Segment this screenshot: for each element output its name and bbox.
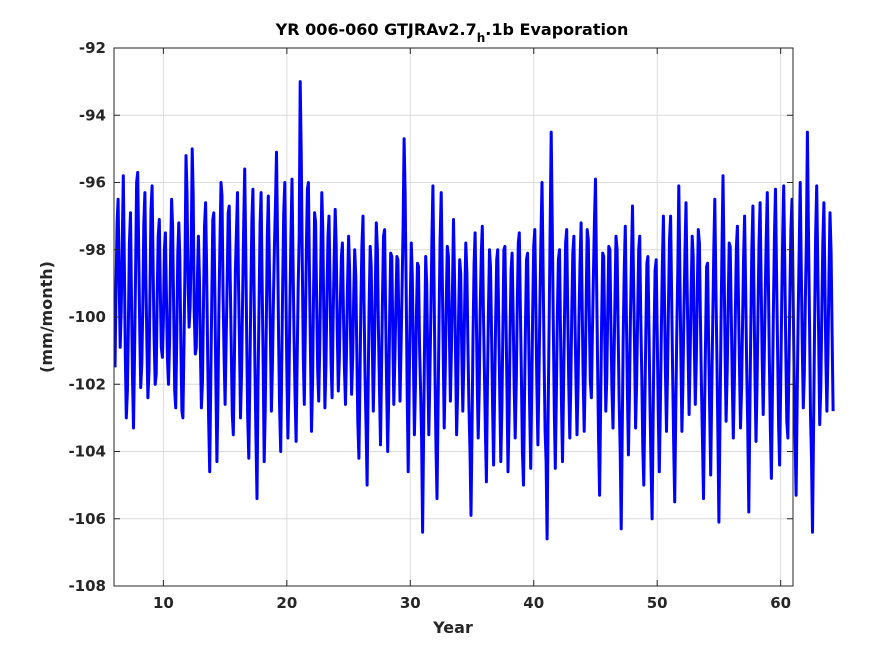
x-tick-label: 20 [276,594,297,612]
x-axis-label: Year [432,618,473,637]
y-tick-label: -96 [79,174,106,192]
y-tick-label: -92 [79,39,106,57]
y-tick-label: -100 [68,308,106,326]
data-line-layer [113,80,835,541]
chart-title: YR 006-060 GTJRAv2.7h.1b Evaporation [275,20,629,45]
y-tick-label: -108 [68,577,106,595]
y-axis-label: (mm/month) [37,261,56,373]
x-tick-label: 30 [400,594,421,612]
x-tick-label: 60 [770,594,791,612]
y-tick-label: -94 [79,106,106,124]
x-tick-label: 40 [523,594,544,612]
x-tick-label: 50 [647,594,668,612]
y-tick-label: -98 [79,241,106,259]
y-tick-label: -102 [68,375,106,393]
x-tick-labels: 10 20 30 40 50 60 [153,594,791,612]
chart-title-prefix: YR 006-060 GTJRAv2.7 [275,20,477,39]
chart-title-subscript: h [477,31,486,45]
x-tick-label: 10 [153,594,174,612]
y-tick-labels: -108 -106 -104 -102 -100 -98 -96 -94 -92 [68,39,106,595]
y-tick-label: -106 [68,510,106,528]
tick-marks [114,47,793,587]
chart-title-suffix: .1b Evaporation [485,20,628,39]
y-tick-label: -104 [68,443,106,461]
evaporation-series-line [113,80,835,541]
